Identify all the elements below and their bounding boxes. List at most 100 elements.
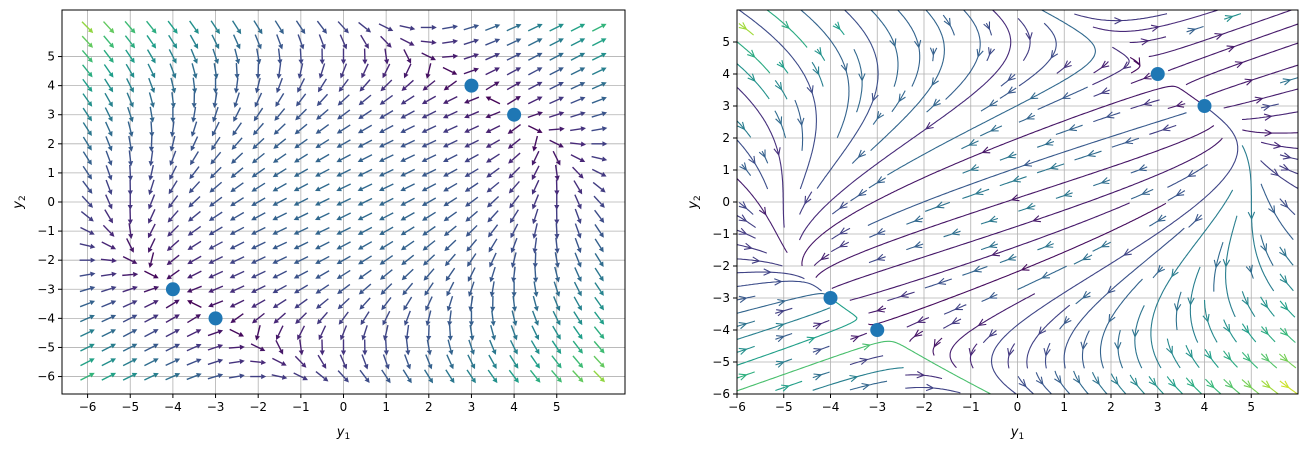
quiver-arrow-shaft: [468, 339, 474, 351]
streamline-path: [849, 202, 1130, 301]
quiver-arrow-head: [235, 43, 241, 50]
quiver-arrow-head: [510, 262, 516, 268]
quiver-arrow-shaft: [383, 269, 393, 278]
quiver-arrow-head: [599, 333, 605, 340]
quiver-arrow: [104, 78, 114, 93]
quiver-arrow: [212, 48, 219, 65]
quiver-arrow: [315, 371, 329, 382]
quiver-arrow-shaft: [384, 310, 391, 322]
quiver-arrow: [273, 123, 286, 135]
quiver-arrow: [337, 21, 349, 34]
quiver-arrow-shaft: [384, 48, 388, 60]
quiver-arrow-head: [208, 288, 214, 293]
quiver-arrow: [105, 165, 113, 181]
quiver-arrow: [531, 179, 540, 195]
quiver-arrow-head: [336, 244, 343, 250]
quiver-arrow: [572, 325, 583, 340]
quiver-arrow-shaft: [276, 138, 287, 147]
quiver-arrow: [465, 210, 478, 222]
streamline-arrow: [797, 117, 805, 127]
quiver-arrow: [208, 226, 223, 236]
quiver-arrow-head: [278, 28, 284, 35]
equilibrium-points: [823, 67, 1212, 337]
streamline-arrow: [1261, 353, 1270, 362]
quiver-arrow: [467, 253, 477, 267]
quiver-arrow-head: [385, 377, 391, 384]
quiver-arrow-shaft: [320, 325, 327, 336]
quiver-arrow-head: [215, 28, 220, 35]
quiver-arrow-head: [464, 142, 470, 148]
quiver-arrow: [232, 34, 241, 50]
streamline-arrow: [812, 66, 820, 76]
equilibrium-point: [464, 78, 479, 93]
quiver-arrow: [490, 325, 497, 341]
quiver-arrow-head: [600, 52, 607, 58]
quiver-arrow-head: [508, 188, 515, 194]
streamline: [1026, 304, 1071, 369]
quiver-arrow-head: [254, 87, 260, 94]
quiver-arrow-shaft: [212, 196, 223, 205]
quiver-arrow-shaft: [212, 166, 222, 176]
quiver-arrow-shaft: [594, 224, 602, 234]
quiver-arrow-shaft: [512, 223, 519, 235]
quiver-arrow-head: [445, 275, 451, 282]
quiver-arrow: [337, 109, 351, 120]
quiver-arrow-shaft: [533, 150, 540, 162]
quiver-arrow-shaft: [490, 238, 498, 249]
quiver-arrow: [511, 295, 518, 312]
quiver-arrow-head: [89, 243, 96, 249]
quiver-arrow-shaft: [426, 339, 431, 351]
quiver-arrow-head: [469, 335, 475, 341]
streamline-arrow: [776, 309, 786, 317]
quiver-arrow-shaft: [228, 346, 240, 349]
quiver-arrow-shaft: [381, 369, 389, 380]
quiver-arrow: [485, 125, 501, 133]
quiver-arrow-head: [577, 319, 583, 326]
quiver-arrow-head: [464, 172, 471, 178]
streamline-path: [1026, 304, 1071, 369]
streamline-arrow: [1061, 92, 1071, 99]
quiver-arrow-head: [424, 290, 430, 296]
quiver-arrow: [144, 300, 159, 309]
quiver-arrow: [383, 339, 389, 356]
quiver-arrow-head: [465, 216, 471, 222]
quiver-arrow: [507, 124, 521, 134]
quiver-arrow-shaft: [445, 369, 453, 380]
quiver-arrow: [272, 182, 287, 192]
quiver-arrow: [358, 269, 372, 280]
quiver-arrow-shaft: [144, 345, 155, 352]
streamline-arrow: [781, 384, 791, 392]
quiver-arrow: [464, 182, 479, 192]
quiver-arrow-shaft: [360, 34, 367, 45]
streamline-arrow: [1081, 253, 1091, 261]
quiver-arrow: [336, 226, 351, 235]
streamline: [1130, 188, 1154, 200]
quiver-arrow-head: [400, 171, 406, 177]
quiver-arrow-shaft: [297, 183, 309, 190]
quiver-arrow-shaft: [319, 183, 330, 190]
quiver-arrow: [169, 165, 178, 181]
streamline: [737, 177, 788, 254]
quiver-arrow-shaft: [533, 208, 539, 220]
quiver-arrow-head: [86, 144, 92, 151]
streamline-arrow: [989, 124, 999, 132]
streamline: [999, 253, 1017, 264]
quiver-arrow-shaft: [447, 239, 457, 249]
streamline-arrow: [1122, 248, 1132, 256]
quiver-arrow-head: [491, 363, 497, 369]
quiver-arrow: [317, 354, 327, 369]
quiver-arrow-head: [174, 314, 180, 320]
quiver-arrow: [442, 66, 458, 75]
quiver-arrow-head: [278, 43, 284, 50]
quiver-arrow-shaft: [235, 92, 240, 104]
quiver-arrow: [144, 343, 159, 352]
quiver-arrow-head: [430, 55, 436, 61]
quiver-arrow: [358, 94, 372, 106]
quiver-arrow: [80, 226, 95, 235]
quiver-arrow-head: [192, 58, 198, 64]
quiver-arrow: [144, 358, 159, 367]
quiver-arrow-head: [174, 329, 180, 334]
quiver-arrow: [251, 197, 266, 206]
quiver-arrow-shaft: [81, 35, 91, 45]
quiver-arrow-shaft: [191, 210, 201, 219]
